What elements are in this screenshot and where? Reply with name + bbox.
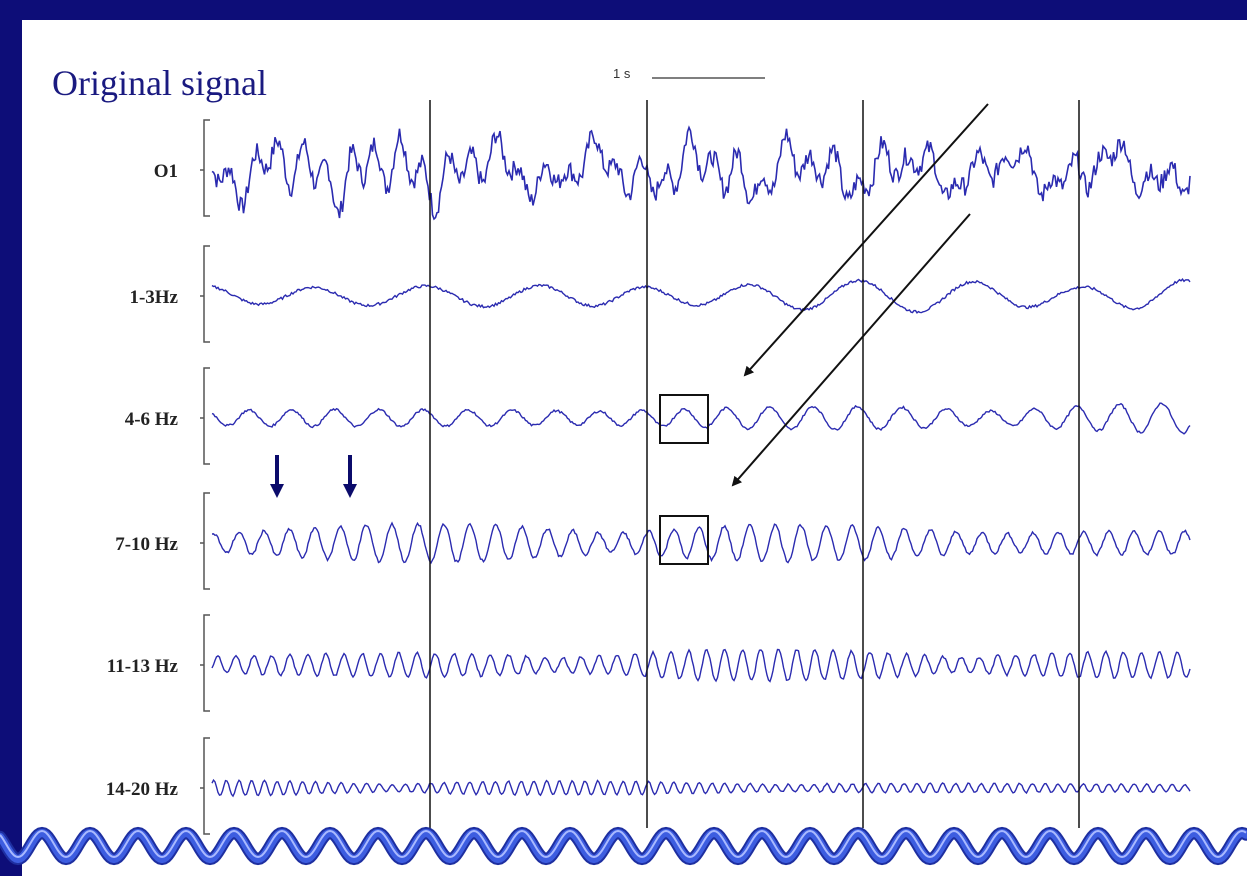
channel-bracket bbox=[200, 492, 210, 590]
wave-border-highlight bbox=[0, 829, 1247, 859]
channel-label: 14-20 Hz bbox=[106, 779, 179, 800]
highlight-box bbox=[659, 515, 709, 565]
channel-bracket bbox=[200, 737, 210, 835]
channel-trace bbox=[211, 277, 1191, 314]
scale-bar: 1 s bbox=[613, 66, 765, 81]
wave-border-main bbox=[0, 828, 1247, 864]
channel-trace bbox=[211, 125, 1191, 221]
slide-left-band bbox=[0, 20, 22, 876]
epoch-markers bbox=[429, 100, 1080, 828]
channel-bracket bbox=[200, 245, 210, 343]
annotation-arrow bbox=[731, 213, 971, 487]
channel-trace bbox=[211, 402, 1191, 435]
channel-bracket bbox=[200, 367, 210, 465]
channel-labels: O1 1-3Hz 4-6 Hz 7-10 Hz 11-13 Hz 14-20 Hz bbox=[106, 161, 179, 800]
down-arrow-head bbox=[270, 484, 284, 498]
channel-traces bbox=[211, 125, 1191, 798]
slide-panel bbox=[22, 20, 1247, 876]
slide-title: Original signal bbox=[52, 63, 267, 103]
annotation-arrow bbox=[743, 103, 989, 377]
channel-bracket bbox=[200, 119, 210, 217]
highlight-boxes bbox=[659, 394, 709, 565]
channel-label: 11-13 Hz bbox=[107, 656, 179, 677]
down-arrow-head bbox=[343, 484, 357, 498]
channel-bracket bbox=[200, 614, 210, 712]
channel-label: O1 bbox=[154, 161, 178, 182]
channel-label: 1-3Hz bbox=[129, 287, 178, 308]
channel-trace bbox=[211, 521, 1191, 565]
annotation-arrows bbox=[270, 103, 989, 498]
slide-top-band bbox=[0, 0, 1247, 20]
scale-bar-label: 1 s bbox=[613, 66, 631, 81]
channel-label: 4-6 Hz bbox=[125, 409, 179, 430]
channel-label: 7-10 Hz bbox=[115, 534, 178, 555]
channel-trace bbox=[211, 648, 1191, 683]
highlight-box bbox=[659, 394, 709, 444]
channel-brackets bbox=[200, 119, 210, 835]
wave-border-decoration bbox=[0, 826, 1247, 866]
channel-trace bbox=[211, 778, 1191, 798]
